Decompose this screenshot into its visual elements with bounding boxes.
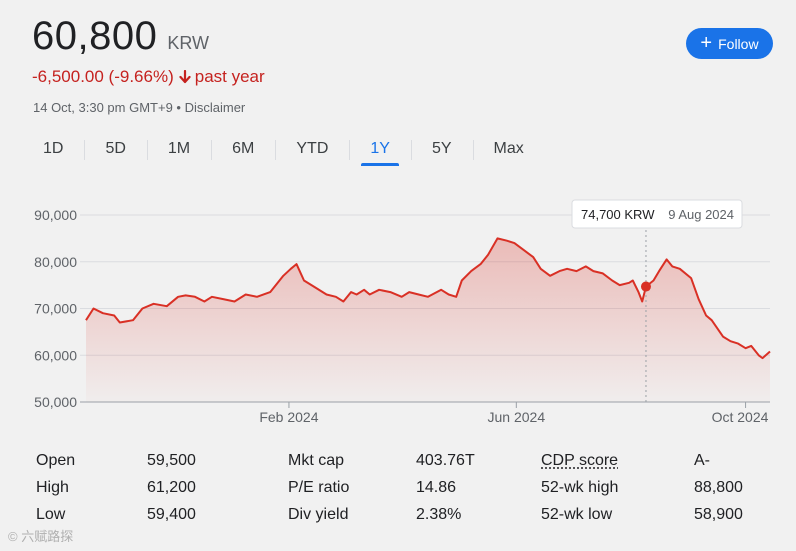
follow-button[interactable]: + Follow [686,28,773,59]
tooltip-box [571,199,743,229]
stat-cdp-label[interactable]: CDP score [541,452,619,469]
y-tick-label: 80,000 [34,254,77,270]
stat-pe-label: P/E ratio [288,479,350,496]
price-area [86,238,770,402]
change-period: past year [194,67,265,86]
tooltip-date: 9 Aug 2024 [668,207,734,222]
stat-52wk-low-value: 58,900 [694,506,743,523]
plus-icon: + [700,31,713,54]
currency-code: KRW [167,33,210,53]
tab-5d[interactable]: 5D [84,132,146,166]
timestamp: 14 Oct, 3:30 pm GMT+9 [33,100,173,115]
stat-low-value: 59,400 [147,506,196,523]
tab-5y[interactable]: 5Y [410,132,473,166]
change-value: -6,500.00 (-9.66%) [32,67,174,86]
x-axis-labels: Feb 2024 Jun 2024 Oct 2024 [259,402,769,425]
follow-label: Follow [718,35,759,52]
timestamp-line: 14 Oct, 3:30 pm GMT+9 • Disclaimer [33,100,245,115]
stat-mktcap-label: Mkt cap [288,452,345,469]
stat-divyield-label: Div yield [288,506,349,523]
y-axis-labels: 90,000 80,000 70,000 60,000 50,000 [34,207,77,410]
watermark: © 六赋路探 [8,529,74,544]
tab-ytd[interactable]: YTD [275,132,349,166]
arrow-down-icon [179,70,191,84]
chart-tooltip: 74,700 KRW 9 Aug 2024 [571,199,743,229]
y-tick-label: 90,000 [34,207,77,223]
y-tick-label: 70,000 [34,301,77,317]
y-tick-label: 60,000 [34,347,77,363]
stat-low-label: Low [36,506,66,523]
stat-52wk-high-value: 88,800 [694,479,743,496]
price-header: 60,800 KRW [32,14,209,59]
tab-1y[interactable]: 1Y [349,132,411,166]
stat-divyield-value: 2.38% [416,506,462,523]
tab-1d[interactable]: 1D [43,140,64,157]
price-line [85,237,771,360]
separator: • [172,100,185,115]
x-tick-label: Feb 2024 [259,409,318,425]
stat-open-value: 59,500 [147,452,196,469]
stat-pe-value: 14.86 [416,479,457,496]
stat-52wk-high-label: 52-wk high [541,479,619,496]
stat-high-value: 61,200 [147,479,196,496]
hover-dot [640,281,651,292]
range-tabs: 1D 5D 1M 6M YTD 1Y 5Y Max [22,132,545,166]
tab-1m[interactable]: 1M [146,132,211,166]
stat-open-label: Open [36,452,76,469]
tab-6m[interactable]: 6M [211,132,275,166]
tab-max[interactable]: Max [472,132,545,166]
stat-cdp-value: A- [694,452,710,469]
x-tick-label: Jun 2024 [488,409,546,425]
price-change: -6,500.00 (-9.66%) past year [32,67,265,87]
stat-52wk-low-label: 52-wk low [541,506,613,523]
price-chart[interactable]: 90,000 80,000 70,000 60,000 50,000 Feb 2024 J… [0,190,796,435]
disclaimer-link[interactable]: Disclaimer [184,100,246,115]
x-tick-label: Oct 2024 [712,409,769,425]
tooltip-value: 74,700 KRW [581,207,655,222]
stat-mktcap-value: 403.76T [416,452,475,469]
stat-high-label: High [36,479,69,496]
current-price: 60,800 [32,14,158,58]
y-tick-label: 50,000 [34,394,77,410]
